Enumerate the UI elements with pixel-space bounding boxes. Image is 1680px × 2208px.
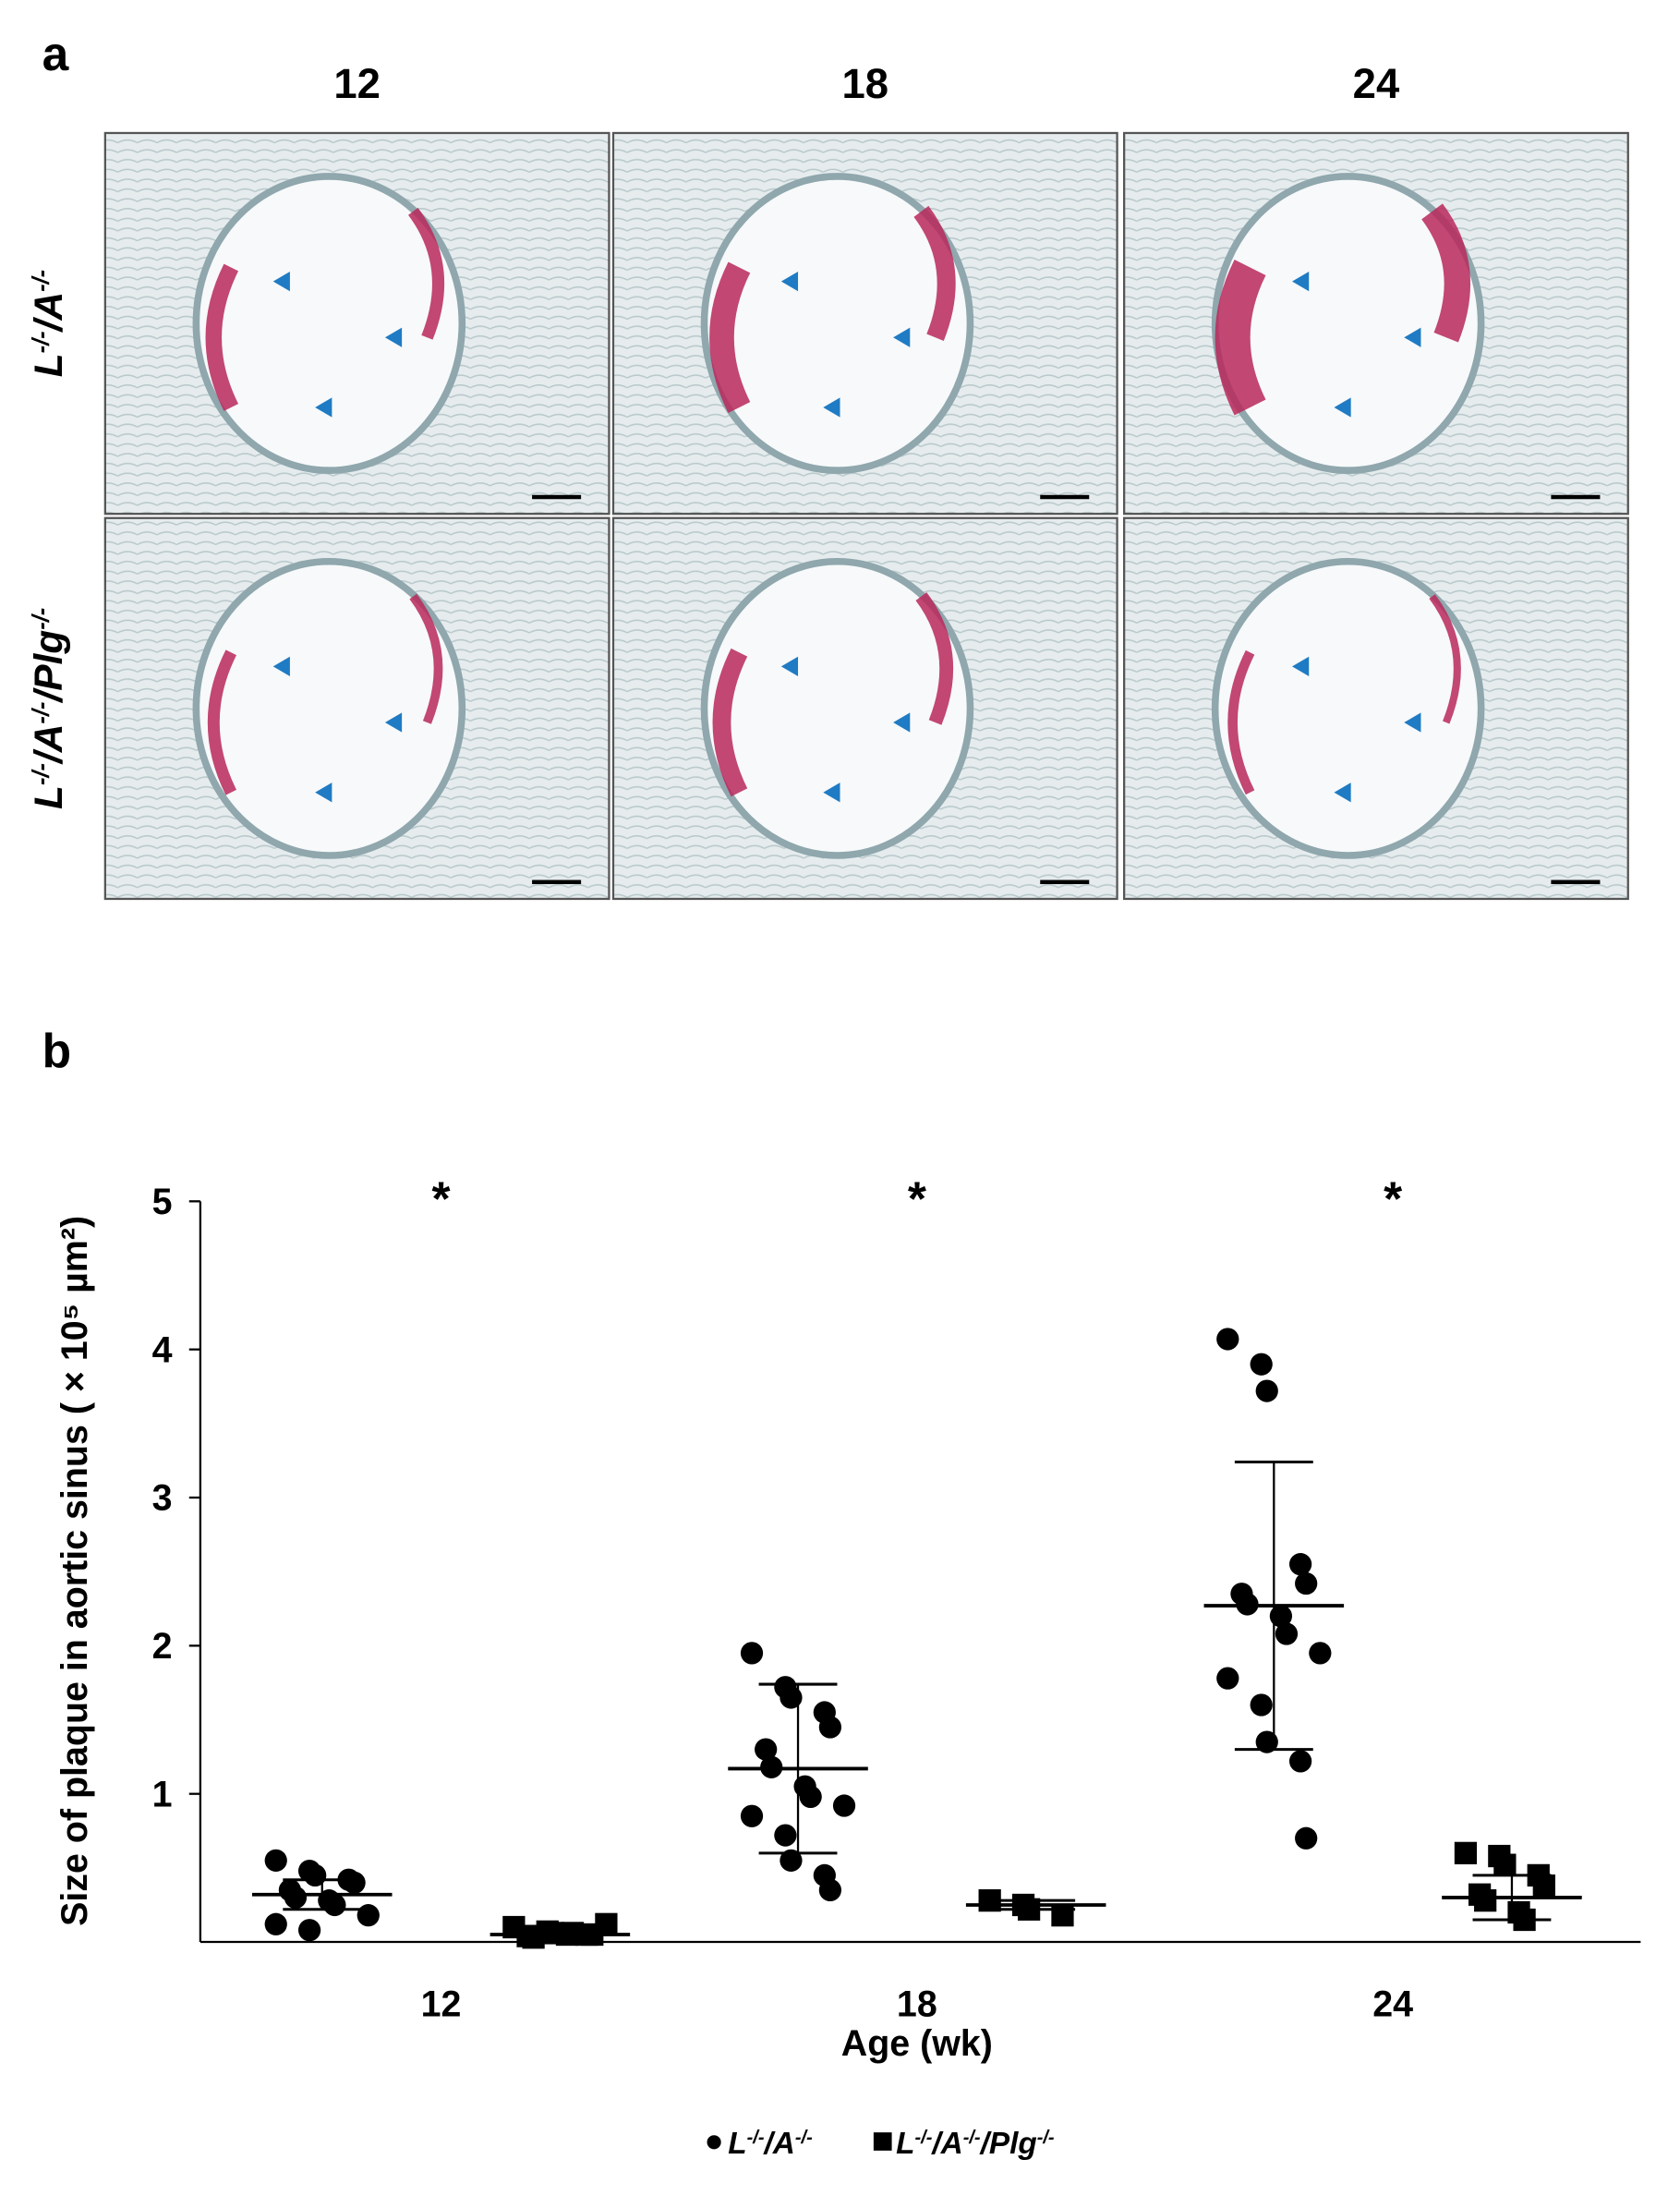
data-point bbox=[1474, 1889, 1497, 1912]
data-point bbox=[1288, 1553, 1312, 1576]
arrowhead bbox=[893, 327, 911, 347]
arrowhead bbox=[1292, 272, 1310, 292]
plaque bbox=[913, 205, 956, 341]
y-tick-label: 4 bbox=[152, 1329, 173, 1370]
data-point bbox=[264, 1912, 287, 1935]
plaque bbox=[712, 648, 748, 797]
arrowhead bbox=[780, 272, 799, 292]
data-point bbox=[832, 1794, 856, 1817]
x-tick-label: 18 bbox=[897, 1984, 937, 2024]
panel-label: a bbox=[42, 27, 69, 80]
data-point bbox=[1250, 1353, 1273, 1376]
x-tick-label: 24 bbox=[1372, 1984, 1413, 2024]
y-axis-title: Size of plaque in aortic sinus ( × 10⁵ µ… bbox=[54, 1216, 95, 1926]
data-point bbox=[297, 1919, 321, 1942]
data-point bbox=[1275, 1622, 1299, 1645]
plaque bbox=[709, 261, 751, 413]
plaque bbox=[915, 592, 954, 725]
column-header: 24 bbox=[1353, 60, 1400, 107]
arrowhead bbox=[272, 656, 290, 677]
x-tick-label: 12 bbox=[421, 1984, 462, 2024]
x-axis-title: Age (wk) bbox=[841, 2023, 993, 2064]
data-point bbox=[1255, 1730, 1278, 1753]
annotation: * bbox=[1384, 1171, 1402, 1225]
legend-label: L-/-/A-/-/Plg-/- bbox=[896, 2127, 1055, 2161]
data-point bbox=[780, 1686, 803, 1709]
arrowhead bbox=[893, 712, 911, 733]
lumen bbox=[192, 557, 466, 859]
data-point bbox=[1295, 1826, 1318, 1850]
arrowhead bbox=[1404, 327, 1421, 347]
arrowhead bbox=[823, 783, 840, 803]
data-point bbox=[323, 1893, 346, 1917]
data-point bbox=[1255, 1379, 1278, 1402]
data-point bbox=[1216, 1328, 1239, 1351]
row-label: L-/-/A-/-/Plg-/- bbox=[27, 608, 70, 809]
data-point bbox=[1454, 1841, 1478, 1864]
plaque bbox=[207, 649, 237, 795]
data-point bbox=[1532, 1874, 1555, 1898]
data-point bbox=[1250, 1693, 1273, 1717]
legend-label: L-/-/A-/- bbox=[728, 2127, 813, 2161]
data-point bbox=[1051, 1904, 1074, 1927]
y-tick-label: 3 bbox=[152, 1478, 173, 1519]
plaque bbox=[1429, 594, 1461, 724]
legend-marker bbox=[707, 2135, 721, 2150]
row-label: L-/-/A-/- bbox=[27, 270, 70, 377]
data-point bbox=[799, 1785, 822, 1809]
data-point bbox=[264, 1849, 287, 1872]
arrowhead bbox=[384, 712, 403, 733]
y-tick-label: 2 bbox=[152, 1626, 173, 1667]
arrowhead bbox=[315, 397, 332, 418]
data-point bbox=[755, 1738, 778, 1761]
data-point bbox=[343, 1871, 366, 1895]
lumen bbox=[700, 173, 974, 475]
data-point bbox=[740, 1642, 764, 1665]
data-point bbox=[1216, 1667, 1239, 1690]
data-point bbox=[1269, 1605, 1293, 1628]
arrowhead bbox=[823, 397, 840, 418]
panel-label: b bbox=[42, 1024, 71, 1077]
data-point bbox=[357, 1904, 380, 1927]
legend-marker bbox=[873, 2132, 892, 2151]
data-point bbox=[1493, 1853, 1517, 1876]
arrowhead bbox=[272, 272, 290, 292]
y-tick-label: 5 bbox=[152, 1182, 173, 1222]
lumen bbox=[1211, 173, 1485, 475]
plaque bbox=[205, 263, 239, 411]
lumen bbox=[700, 557, 974, 859]
data-point bbox=[1288, 1750, 1312, 1773]
column-header: 12 bbox=[333, 60, 381, 107]
data-point bbox=[780, 1849, 803, 1872]
data-point bbox=[740, 1804, 764, 1827]
lumen bbox=[192, 173, 466, 475]
arrowhead bbox=[1292, 656, 1310, 677]
annotation: * bbox=[908, 1171, 926, 1225]
plaque bbox=[409, 593, 443, 724]
annotation: * bbox=[432, 1171, 451, 1225]
arrowhead bbox=[1334, 397, 1351, 418]
lumen bbox=[1211, 557, 1485, 859]
plaque bbox=[1227, 649, 1255, 795]
plaque bbox=[1215, 260, 1266, 416]
data-point bbox=[818, 1716, 842, 1739]
plaque bbox=[407, 207, 445, 340]
arrowhead bbox=[384, 327, 403, 347]
data-point bbox=[818, 1878, 842, 1902]
data-point bbox=[1295, 1571, 1318, 1595]
arrowhead bbox=[1334, 783, 1351, 803]
data-point bbox=[774, 1824, 797, 1847]
arrowhead bbox=[315, 783, 332, 803]
micrographs bbox=[103, 131, 1629, 901]
data-point bbox=[1309, 1642, 1332, 1665]
arrowhead bbox=[780, 656, 799, 677]
plaque bbox=[1420, 203, 1471, 343]
y-tick-label: 1 bbox=[152, 1774, 173, 1814]
data-point bbox=[284, 1886, 308, 1910]
column-header: 18 bbox=[841, 60, 888, 107]
arrowhead bbox=[1404, 712, 1421, 733]
